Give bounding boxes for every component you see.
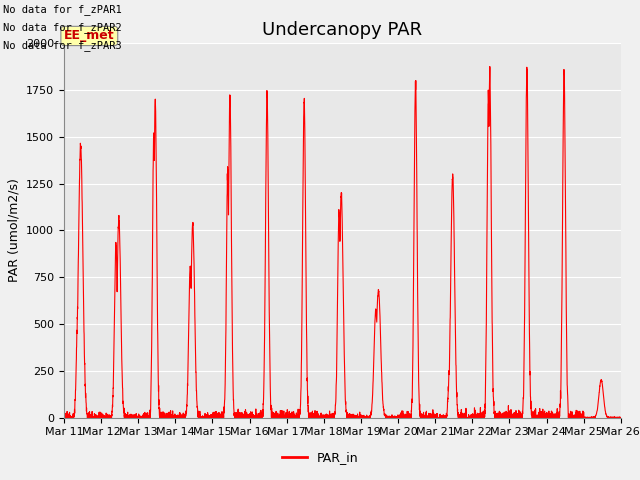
PAR_in [161,415,168,420]
Text: No data for f_zPAR1: No data for f_zPAR1 [3,4,122,15]
PAR_in [60,410,68,416]
PAR_in [486,64,493,70]
PAR_in [322,413,330,419]
Text: No data for f_zPAR3: No data for f_zPAR3 [3,40,122,51]
PAR_in [616,415,624,420]
Title: Undercanopy PAR: Undercanopy PAR [262,21,422,39]
PAR_in [617,415,625,420]
Y-axis label: PAR (umol/m2/s): PAR (umol/m2/s) [8,179,20,282]
Text: No data for f_zPAR2: No data for f_zPAR2 [3,22,122,33]
Line: PAR_in: PAR_in [64,67,621,418]
PAR_in [467,415,475,420]
Text: EE_met: EE_met [64,29,115,42]
PAR_in [499,412,507,418]
Legend: PAR_in: PAR_in [276,446,364,469]
PAR_in [61,415,68,420]
PAR_in [436,412,444,418]
